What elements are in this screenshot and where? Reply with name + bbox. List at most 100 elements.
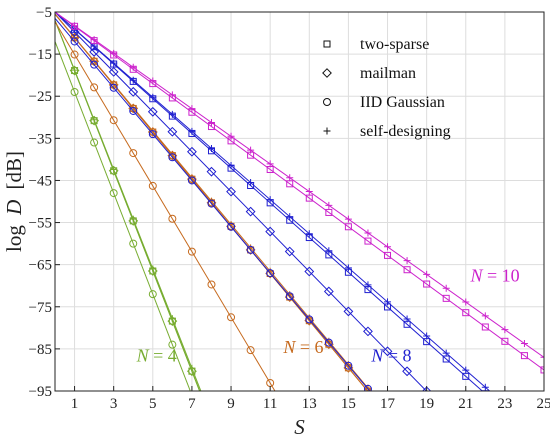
circle-marker (323, 98, 331, 106)
x-tick-label: 21 (458, 396, 473, 412)
plus-marker (71, 33, 79, 41)
y-axis-label-unit: [dB] (2, 151, 26, 190)
plus-marker (149, 93, 157, 101)
diamond-marker (89, 47, 100, 57)
plus-marker (71, 22, 79, 30)
circle-marker (129, 239, 138, 248)
y-tick-label: −55 (29, 216, 52, 232)
diamond-marker (206, 166, 217, 177)
y-tick-label: −85 (29, 342, 52, 358)
plus-marker (90, 116, 98, 124)
plus-marker (110, 49, 118, 57)
group-label-value: = 6 (295, 337, 323, 357)
legend-label-square: two-sparse (360, 36, 429, 53)
plus-marker (149, 265, 157, 273)
plus-marker (364, 281, 372, 289)
y-tick-label: −45 (29, 173, 52, 189)
circle-marker (168, 153, 177, 162)
square-marker (481, 390, 489, 391)
series-line (55, 12, 544, 358)
series-line (55, 20, 202, 391)
circle-marker (90, 83, 99, 92)
circle-marker (90, 138, 99, 147)
plus-marker (344, 215, 352, 223)
y-axis-label-prefix: log (2, 225, 26, 252)
square-marker (344, 223, 352, 231)
diamond-marker (245, 206, 256, 217)
diamond-marker (108, 66, 119, 77)
circle-marker (129, 149, 138, 158)
square-marker (520, 352, 528, 360)
circle-marker (148, 130, 157, 139)
series-circle (55, 21, 276, 391)
series-plus (55, 13, 372, 391)
plus-marker (364, 229, 372, 237)
x-tick-label: 15 (341, 396, 356, 412)
plus-marker (403, 315, 411, 323)
diamond-marker (167, 316, 178, 327)
diamond-marker (343, 362, 354, 373)
x-tick-label: 11 (263, 396, 277, 412)
series-line (55, 13, 372, 391)
square-marker (325, 208, 333, 216)
circle-marker (109, 189, 118, 198)
plus-marker (110, 165, 118, 173)
plus-marker (227, 161, 235, 169)
series-line (55, 12, 544, 371)
plus-marker (266, 196, 274, 204)
series-line (55, 12, 484, 391)
plot-frame (54, 11, 545, 392)
group-label-var: N (370, 346, 384, 366)
series-square (55, 12, 489, 391)
circle-marker (363, 384, 372, 391)
diamond-marker (421, 386, 432, 391)
diamond-marker (323, 286, 334, 297)
diamond-marker (69, 65, 80, 76)
x-tick-label: 23 (497, 396, 512, 412)
plus-marker (207, 144, 215, 152)
square-marker (442, 294, 450, 302)
group-label-value: = 10 (483, 266, 520, 286)
plus-marker (168, 315, 176, 323)
diamond-marker (343, 306, 354, 317)
square-marker (540, 366, 544, 374)
x-tick-label: 9 (227, 396, 235, 412)
circle-marker (344, 361, 353, 370)
diamond-marker (304, 315, 315, 326)
plus-marker (462, 298, 470, 306)
square-marker (423, 280, 431, 288)
plus-marker (305, 230, 313, 238)
circle-marker (227, 222, 236, 231)
plus-marker (110, 59, 118, 67)
legend: two-sparse mailman IID Gaussian self-design… (322, 36, 451, 140)
diamond-marker (128, 86, 139, 97)
diamond-marker (226, 186, 236, 197)
group-label-value: = 8 (383, 346, 411, 366)
diamond-marker (69, 27, 80, 37)
diamond-marker (363, 326, 373, 337)
y-tick-label: −5 (36, 5, 52, 21)
circle-marker (109, 116, 118, 125)
group-label-var: N (470, 266, 484, 286)
circle-marker (90, 60, 99, 69)
y-tick-label: −25 (29, 89, 52, 105)
diamond-marker (304, 266, 315, 277)
circle-marker (227, 313, 236, 322)
x-tick-label: 19 (419, 396, 434, 412)
plus-marker (168, 110, 176, 118)
plus-marker (481, 383, 489, 391)
plus-marker (129, 215, 137, 223)
legend-label-plus: self-designing (360, 123, 451, 140)
series-square (55, 12, 544, 374)
square-marker (305, 194, 313, 202)
circle-marker (305, 315, 314, 324)
legend-label-diamond: mailman (360, 65, 416, 82)
x-axis-label: S (294, 415, 305, 439)
plus-marker (501, 326, 509, 334)
plus-marker (168, 91, 176, 99)
plus-marker (481, 312, 489, 320)
series-plus (55, 12, 544, 361)
diamond-marker (89, 115, 100, 126)
